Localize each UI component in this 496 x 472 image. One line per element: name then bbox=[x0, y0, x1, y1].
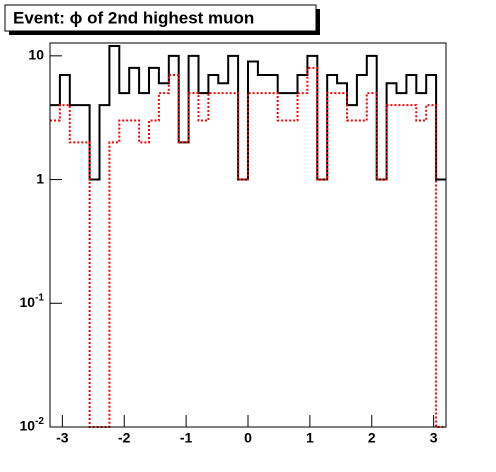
x-tick-label: -2 bbox=[118, 430, 131, 446]
chart-title: Event: ϕ of 2nd highest muon bbox=[13, 8, 254, 27]
x-tick-label: 0 bbox=[244, 430, 252, 446]
x-tick-label: -3 bbox=[56, 430, 69, 446]
y-tick-label: 1 bbox=[36, 170, 44, 186]
x-tick-label: 1 bbox=[306, 430, 314, 446]
x-tick-label: 3 bbox=[430, 430, 438, 446]
y-tick-label: 10 bbox=[28, 47, 44, 63]
x-tick-label: -1 bbox=[180, 430, 193, 446]
histogram-line bbox=[50, 66, 446, 428]
plot-frame bbox=[49, 42, 447, 428]
title-box bbox=[4, 4, 317, 32]
x-tick-label: 2 bbox=[368, 430, 376, 446]
